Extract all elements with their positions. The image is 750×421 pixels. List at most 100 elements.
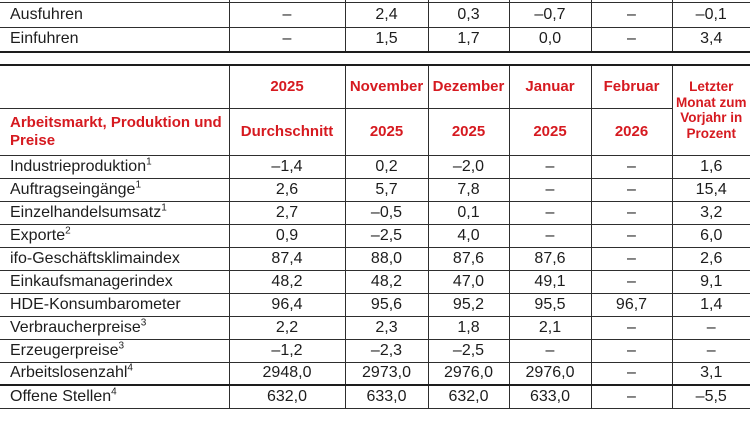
value-cell: 2,4 — [344, 1, 429, 28]
value-cell: 87,6 — [508, 246, 592, 271]
value-cell: 3,2 — [671, 200, 750, 225]
value-cell: 7,8 — [427, 177, 510, 202]
value-cell: –2,3 — [344, 338, 429, 363]
table-row-ifo-geschaeftsklimaindex: ifo-Geschäftsklimaindex 87,4 88,0 87,6 8… — [0, 246, 750, 271]
value-cell: – — [590, 315, 673, 340]
row-label: Exporte2 — [0, 223, 230, 248]
value-cell: –5,5 — [671, 384, 750, 409]
value-cell: –2,5 — [344, 223, 429, 248]
value-cell: 87,6 — [427, 246, 510, 271]
header-yoy-column: Letzter Monat zum Vorjahr in Prozent — [671, 64, 750, 156]
value-cell: 5,7 — [344, 177, 429, 202]
value-cell: – — [508, 338, 592, 363]
row-label: Einzelhandelsumsatz1 — [0, 200, 230, 225]
value-cell: 9,1 — [671, 269, 750, 294]
table-row-offene-stellen-clipped: Offene Stellen4 632,0 633,0 632,0 633,0 … — [0, 384, 750, 409]
value-cell: 1,8 — [427, 315, 510, 340]
value-cell: 632,0 — [228, 384, 346, 409]
row-label: HDE-Konsumbarometer — [0, 292, 230, 317]
value-cell: –1,2 — [228, 338, 346, 363]
value-cell: 95,2 — [427, 292, 510, 317]
header-month: November — [344, 64, 429, 109]
value-cell: 0,0 — [508, 26, 592, 53]
value-cell: 3,1 — [671, 361, 750, 386]
value-cell: – — [590, 338, 673, 363]
value-cell: 2,6 — [671, 246, 750, 271]
table-row-erzeugerpreise: Erzeugerpreise3 –1,2 –2,3 –2,5 – – – — [0, 338, 750, 363]
value-cell: 87,4 — [228, 246, 346, 271]
value-cell: 633,0 — [344, 384, 429, 409]
header-row-top: 2025 November Dezember Januar Februar Le… — [0, 64, 750, 156]
table-row-auftragseingaenge: Auftragseingänge1 2,6 5,7 7,8 – – 15,4 — [0, 177, 750, 202]
value-cell: 2973,0 — [344, 361, 429, 386]
indicators-table: 2025 November Dezember Januar Februar Le… — [0, 64, 750, 409]
value-cell: –0,5 — [344, 200, 429, 225]
row-label: Verbraucherpreise3 — [0, 315, 230, 340]
row-label: Erzeugerpreise3 — [0, 338, 230, 363]
header-month: Januar — [508, 64, 592, 109]
value-cell: –0,7 — [508, 1, 592, 28]
value-cell: 1,4 — [671, 292, 750, 317]
value-cell: 47,0 — [427, 269, 510, 294]
value-cell: – — [590, 200, 673, 225]
value-cell: – — [590, 223, 673, 248]
table-row-industrieproduktion: Industrieproduktion1 –1,4 0,2 –2,0 – – 1… — [0, 154, 750, 179]
trade-table: Ausfuhren – 2,4 0,3 –0,7 – –0,1 Einfuhre… — [0, 0, 750, 53]
value-cell: 2976,0 — [427, 361, 510, 386]
value-cell: 2976,0 — [508, 361, 592, 386]
value-cell: 632,0 — [427, 384, 510, 409]
value-cell: 0,9 — [228, 223, 346, 248]
value-cell: 2,2 — [228, 315, 346, 340]
value-cell: 1,7 — [427, 26, 510, 53]
header-avg-label: Durchschnitt — [228, 107, 346, 156]
value-cell: 4,0 — [427, 223, 510, 248]
value-cell: 95,6 — [344, 292, 429, 317]
value-cell: 95,5 — [508, 292, 592, 317]
value-cell: 6,0 — [671, 223, 750, 248]
value-cell: 3,4 — [671, 26, 750, 53]
value-cell: 48,2 — [344, 269, 429, 294]
header-month-year: 2025 — [508, 107, 592, 156]
value-cell: 15,4 — [671, 177, 750, 202]
value-cell: –1,4 — [228, 154, 346, 179]
row-label: Einkaufsmanagerindex — [0, 269, 230, 294]
header-row-bottom: Arbeitsmarkt, Produktion und Preise Durc… — [0, 107, 750, 156]
value-cell: –0,1 — [671, 1, 750, 28]
value-cell: 96,4 — [228, 292, 346, 317]
value-cell: 1,6 — [671, 154, 750, 179]
table-row-arbeitslosenzahl: Arbeitslosenzahl4 2948,0 2973,0 2976,0 2… — [0, 361, 750, 386]
value-cell: 0,3 — [427, 1, 510, 28]
value-cell: 49,1 — [508, 269, 592, 294]
row-label: ifo-Geschäftsklimaindex — [0, 246, 230, 271]
table-row-hde-konsumbarometer: HDE-Konsumbarometer 96,4 95,6 95,2 95,5 … — [0, 292, 750, 317]
value-cell: – — [508, 200, 592, 225]
value-cell: 2948,0 — [228, 361, 346, 386]
value-cell: – — [671, 315, 750, 340]
header-empty-cell — [0, 64, 230, 109]
header-month-year: 2025 — [344, 107, 429, 156]
value-cell: 633,0 — [508, 384, 592, 409]
table-row-verbraucherpreise: Verbraucherpreise3 2,2 2,3 1,8 2,1 – – — [0, 315, 750, 340]
value-cell: – — [228, 1, 346, 28]
value-cell: – — [590, 1, 673, 28]
row-label: Auftragseingänge1 — [0, 177, 230, 202]
value-cell: 2,1 — [508, 315, 592, 340]
value-cell: 48,2 — [228, 269, 346, 294]
row-label: Arbeitslosenzahl4 — [0, 361, 230, 386]
row-label: Ausfuhren — [0, 1, 230, 28]
header-avg-year: 2025 — [228, 64, 346, 109]
row-label: Offene Stellen4 — [0, 384, 230, 409]
table-row-einfuhren: Einfuhren – 1,5 1,7 0,0 – 3,4 — [0, 26, 750, 53]
value-cell: – — [508, 154, 592, 179]
value-cell: –2,0 — [427, 154, 510, 179]
value-cell: 0,2 — [344, 154, 429, 179]
value-cell: – — [590, 384, 673, 409]
header-month-year: 2026 — [590, 107, 672, 156]
value-cell: 2,6 — [228, 177, 346, 202]
value-cell: – — [508, 223, 592, 248]
table-row-exporte: Exporte2 0,9 –2,5 4,0 – – 6,0 — [0, 223, 750, 248]
value-cell: – — [590, 246, 673, 271]
table-row-einzelhandelsumsatz: Einzelhandelsumsatz1 2,7 –0,5 0,1 – – 3,… — [0, 200, 750, 225]
table-row-einkaufsmanagerindex: Einkaufsmanagerindex 48,2 48,2 47,0 49,1… — [0, 269, 750, 294]
value-cell: – — [590, 154, 673, 179]
